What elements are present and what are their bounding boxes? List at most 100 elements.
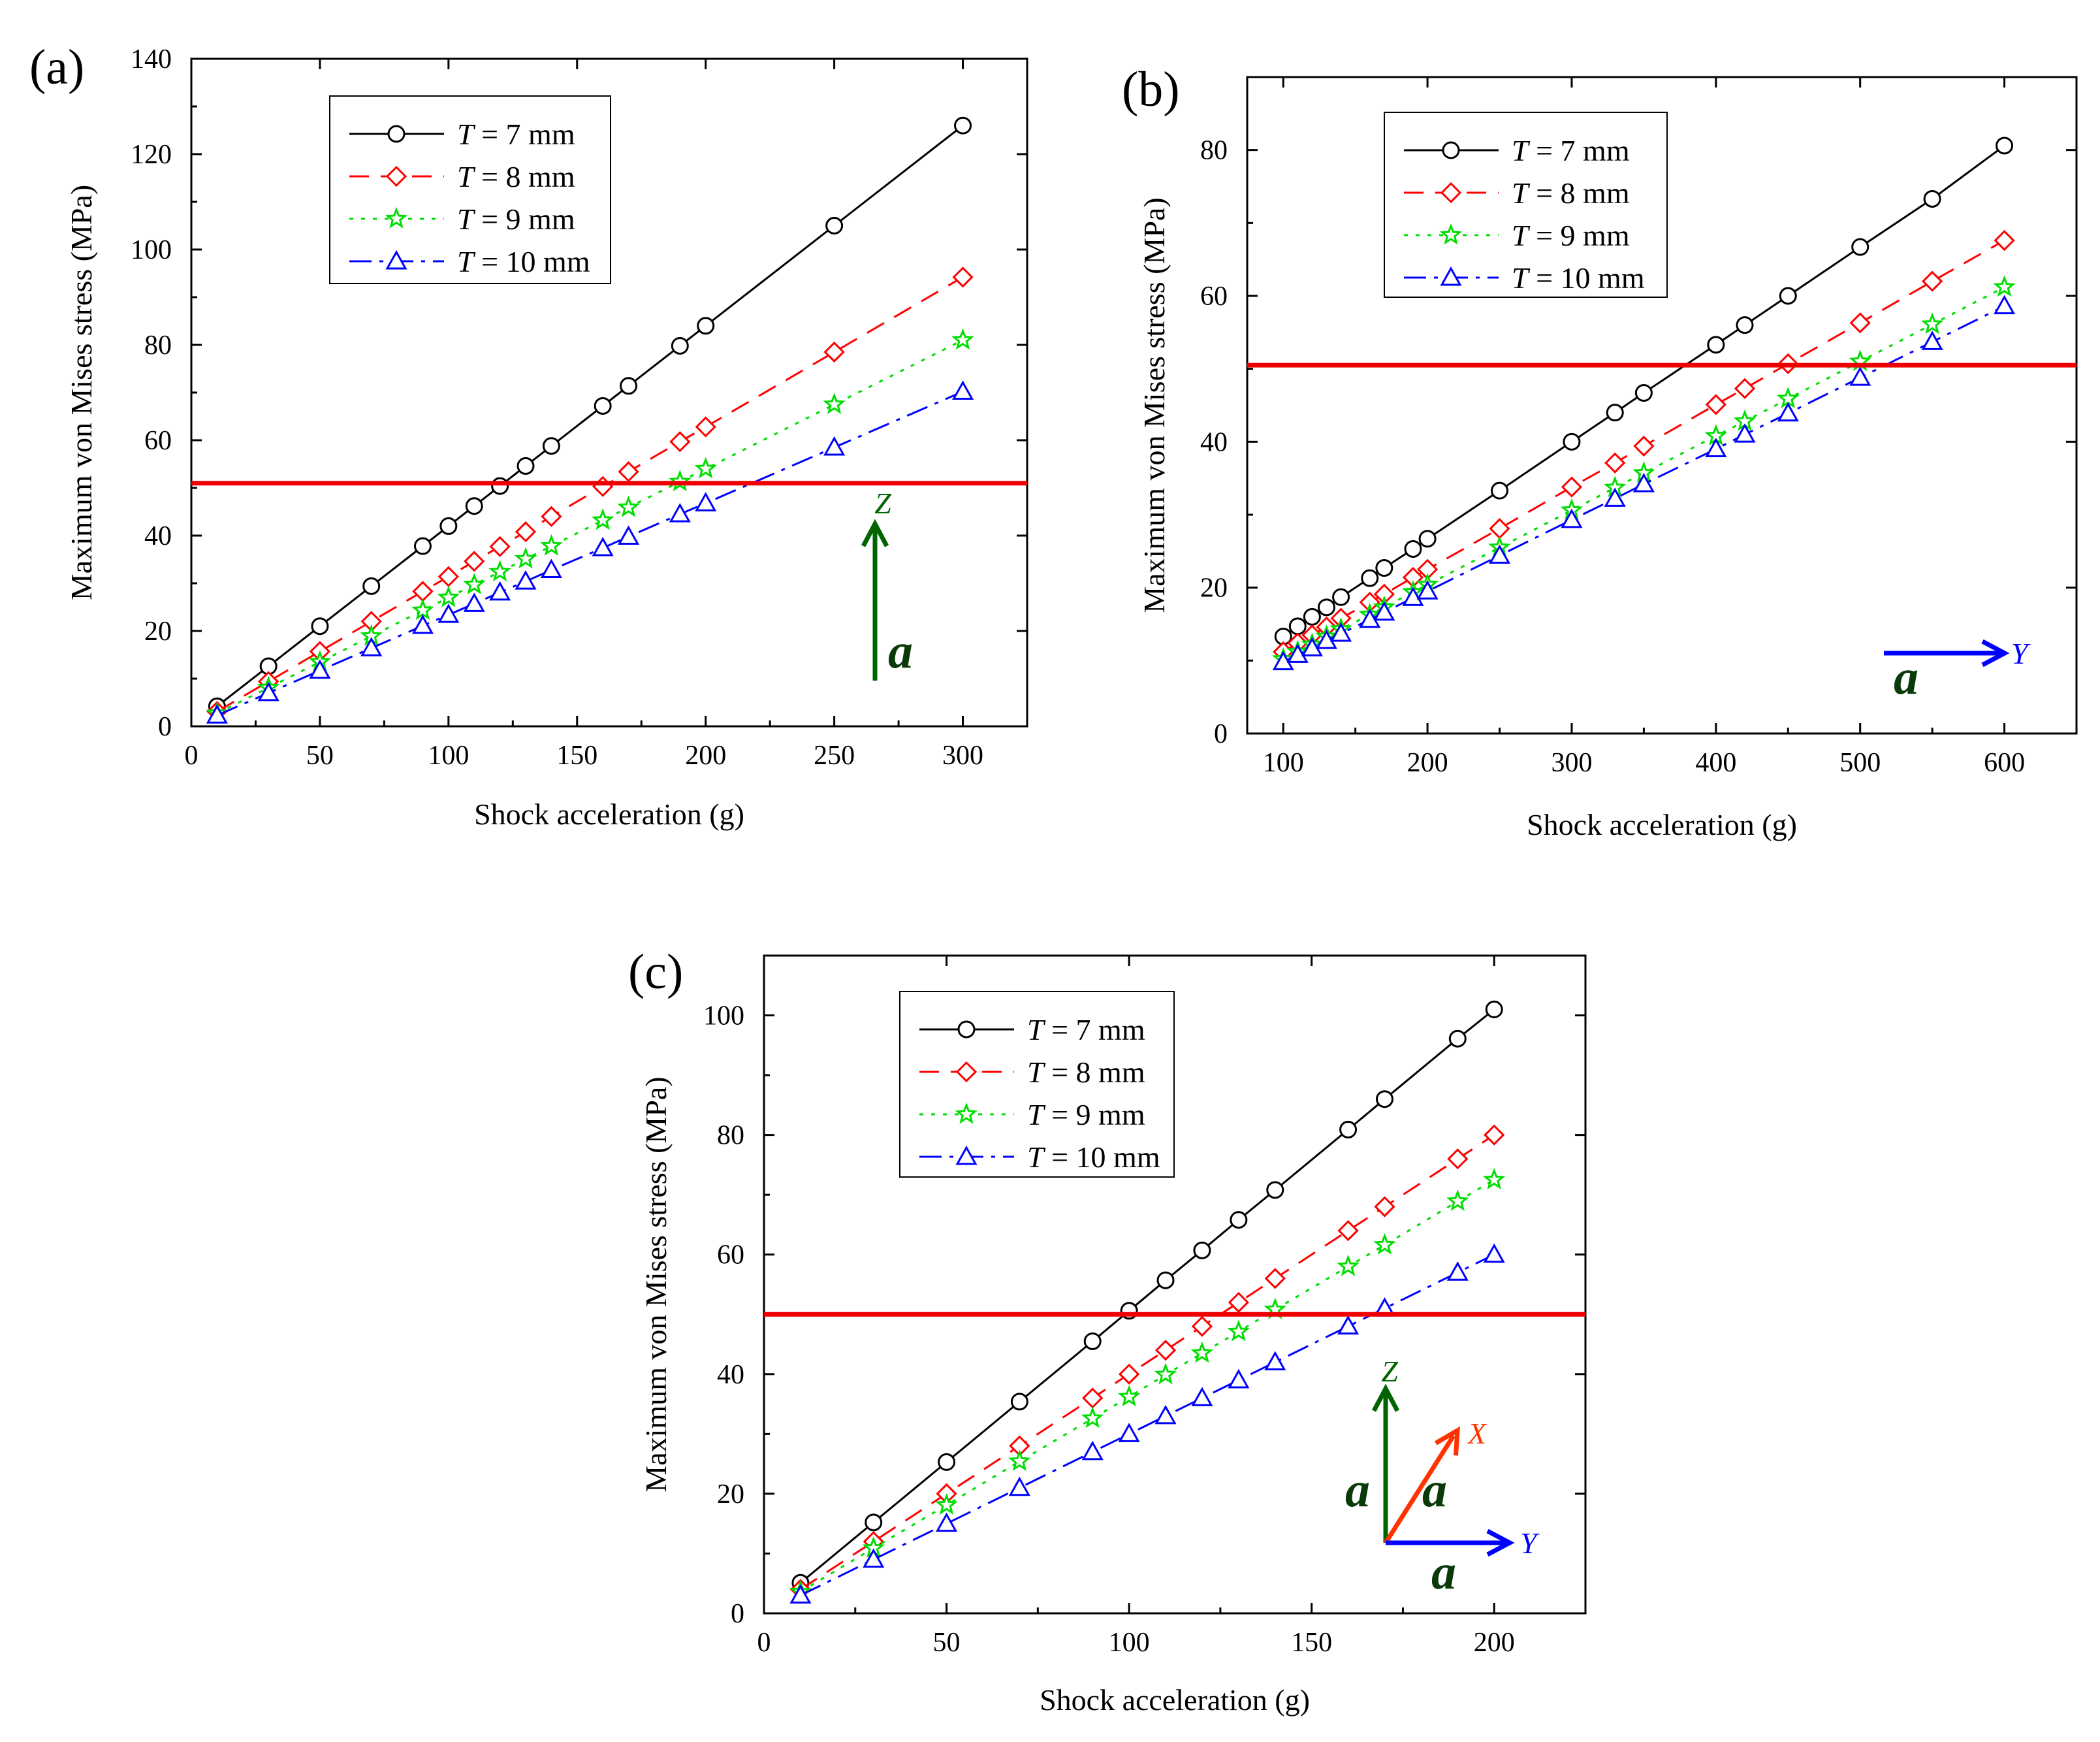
y-tick-label: 0 <box>1214 719 1228 749</box>
data-point <box>1447 1148 1469 1170</box>
data-point <box>1404 540 1422 558</box>
data-point <box>1154 1404 1177 1425</box>
x-axis-title: Shock acceleration (g) <box>1527 808 1797 841</box>
data-point <box>1332 588 1350 606</box>
data-point <box>789 1584 812 1604</box>
data-point <box>1920 312 1944 334</box>
y-tick-label: 20 <box>144 617 172 647</box>
z-axis-label: Z <box>1381 1355 1398 1388</box>
data-point <box>1337 1219 1359 1242</box>
data-point <box>1446 1189 1469 1211</box>
y-tick-label: 60 <box>144 426 172 456</box>
data-point <box>1561 476 1583 498</box>
y-arrowhead <box>1981 639 2010 668</box>
data-point <box>411 598 434 621</box>
data-point <box>1008 1449 1031 1472</box>
y-tick-label: 0 <box>731 1599 744 1629</box>
data-point <box>825 217 844 234</box>
data-point <box>1117 1385 1141 1407</box>
x-axis-title: Shock acceleration (g) <box>474 798 744 831</box>
data-point <box>437 585 460 607</box>
data-point <box>695 416 716 438</box>
accel-label-y: a <box>1431 1545 1456 1600</box>
data-point <box>488 560 511 582</box>
data-point <box>1081 1406 1104 1428</box>
data-point <box>1606 404 1624 422</box>
legend-marker <box>385 165 407 187</box>
data-point <box>206 704 228 724</box>
x-tick-label: 400 <box>1695 748 1736 778</box>
data-point <box>935 1493 958 1515</box>
legend-marker <box>1440 182 1462 204</box>
data-point <box>1633 435 1655 457</box>
data-point <box>540 534 563 556</box>
data-point <box>1777 402 1799 422</box>
x-axis-label: X <box>1467 1417 1488 1450</box>
data-point <box>1315 630 1338 649</box>
legend-entry: T = 10 mm <box>1027 1140 1160 1174</box>
y-tick-label: 80 <box>717 1121 744 1151</box>
legend-entry: T = 7 mm <box>457 118 575 151</box>
data-point <box>1081 1440 1104 1460</box>
data-point <box>1230 1211 1248 1229</box>
data-point <box>491 477 509 495</box>
data-point <box>697 317 715 335</box>
series-line <box>216 125 964 707</box>
y-tick-label: 60 <box>1200 282 1228 312</box>
x-tick-label: 600 <box>1984 748 2025 778</box>
plot-frame <box>763 954 1587 1615</box>
data-point <box>1228 1368 1250 1389</box>
data-point <box>1156 1271 1175 1289</box>
data-point <box>1484 1124 1505 1146</box>
x-tick-label: 200 <box>1407 748 1448 778</box>
data-point <box>1734 423 1756 443</box>
y-axis-title: Maximum von Mises stress (MPa) <box>65 185 98 600</box>
x-tick-label: 0 <box>757 1628 771 1658</box>
data-point <box>515 570 537 590</box>
legend-entry: T = 9 mm <box>1512 219 1630 252</box>
legend: T = 7 mm T = 8 mm T = 9 mm T = 10 mm <box>1384 112 1668 298</box>
legend-marker <box>957 1020 976 1039</box>
data-point <box>617 495 640 517</box>
data-point <box>1227 1319 1250 1342</box>
y-arrowhead <box>1486 1528 1515 1557</box>
data-point <box>1264 1351 1286 1371</box>
data-point <box>1337 1254 1360 1276</box>
data-point <box>1491 481 1509 500</box>
x-tick-label: 150 <box>556 741 597 771</box>
data-point <box>1266 1181 1284 1199</box>
y-tick-label: 100 <box>703 1001 744 1031</box>
data-point <box>1921 331 1943 350</box>
plot-frame <box>1246 76 2078 735</box>
chart-panel-1: (a) 0 50 100 150 200 250 300 0 20 40 60 80 100 120 140 S… <box>29 40 1028 831</box>
data-point <box>669 431 691 453</box>
series-triangle <box>206 380 974 724</box>
x-tick-label: 150 <box>1291 1628 1332 1658</box>
series-line <box>216 276 964 713</box>
data-point <box>618 461 639 483</box>
data-point <box>1193 1241 1211 1259</box>
y-tick-label: 100 <box>131 235 172 265</box>
x-tick-label: 50 <box>306 741 334 771</box>
series-circle <box>791 1000 1503 1592</box>
legend-marker <box>387 125 406 143</box>
z-arrowhead <box>1371 1383 1400 1412</box>
data-point <box>1373 1233 1396 1255</box>
x-tick-label: 200 <box>1474 1628 1515 1658</box>
data-point <box>1994 295 2016 315</box>
data-point <box>1482 1168 1506 1189</box>
data-point <box>1923 189 1941 208</box>
data-point <box>1286 643 1309 663</box>
series-line <box>216 339 964 715</box>
legend-box <box>329 95 611 284</box>
data-point <box>1010 1393 1028 1411</box>
x-tick-label: 250 <box>814 741 855 771</box>
data-point <box>592 476 614 497</box>
data-point <box>1604 452 1626 474</box>
data-point <box>1707 336 1725 354</box>
data-point <box>695 492 717 511</box>
data-point <box>1922 270 1943 292</box>
y-tick-label: 60 <box>717 1240 744 1270</box>
data-point <box>1402 587 1424 606</box>
data-point <box>1418 530 1437 548</box>
